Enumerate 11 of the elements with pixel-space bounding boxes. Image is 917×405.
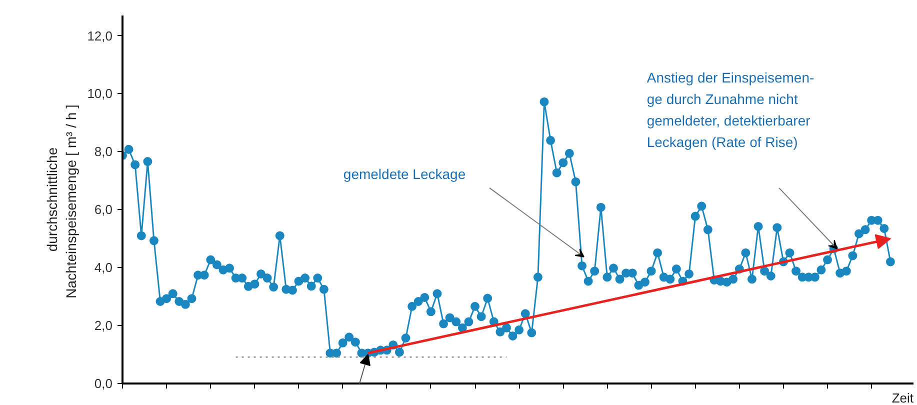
x-axis-title: Zeit [892, 390, 914, 405]
y-tick-label: 4,0 [94, 260, 113, 276]
annotation: Anstieg der Einspeisemen- ge durch Zunahme nicht gemeldeter, detektierbarer Leckagen (Rate of Rise) [646, 69, 814, 150]
y-tick-label: 12,0 [87, 28, 113, 44]
y-tick-label: 6,0 [94, 202, 113, 218]
y-tick-label: 8,0 [94, 144, 113, 160]
y-axis-title: durchschnittliche Nachteinspeisemenge [ m³ / h ] [44, 104, 80, 298]
y-tick-label: 2,0 [94, 318, 113, 334]
y-tick-label: 10,0 [87, 86, 113, 102]
y-tick-label: 0,0 [94, 376, 113, 391]
annotation: gemeldete Leckage [343, 166, 466, 182]
